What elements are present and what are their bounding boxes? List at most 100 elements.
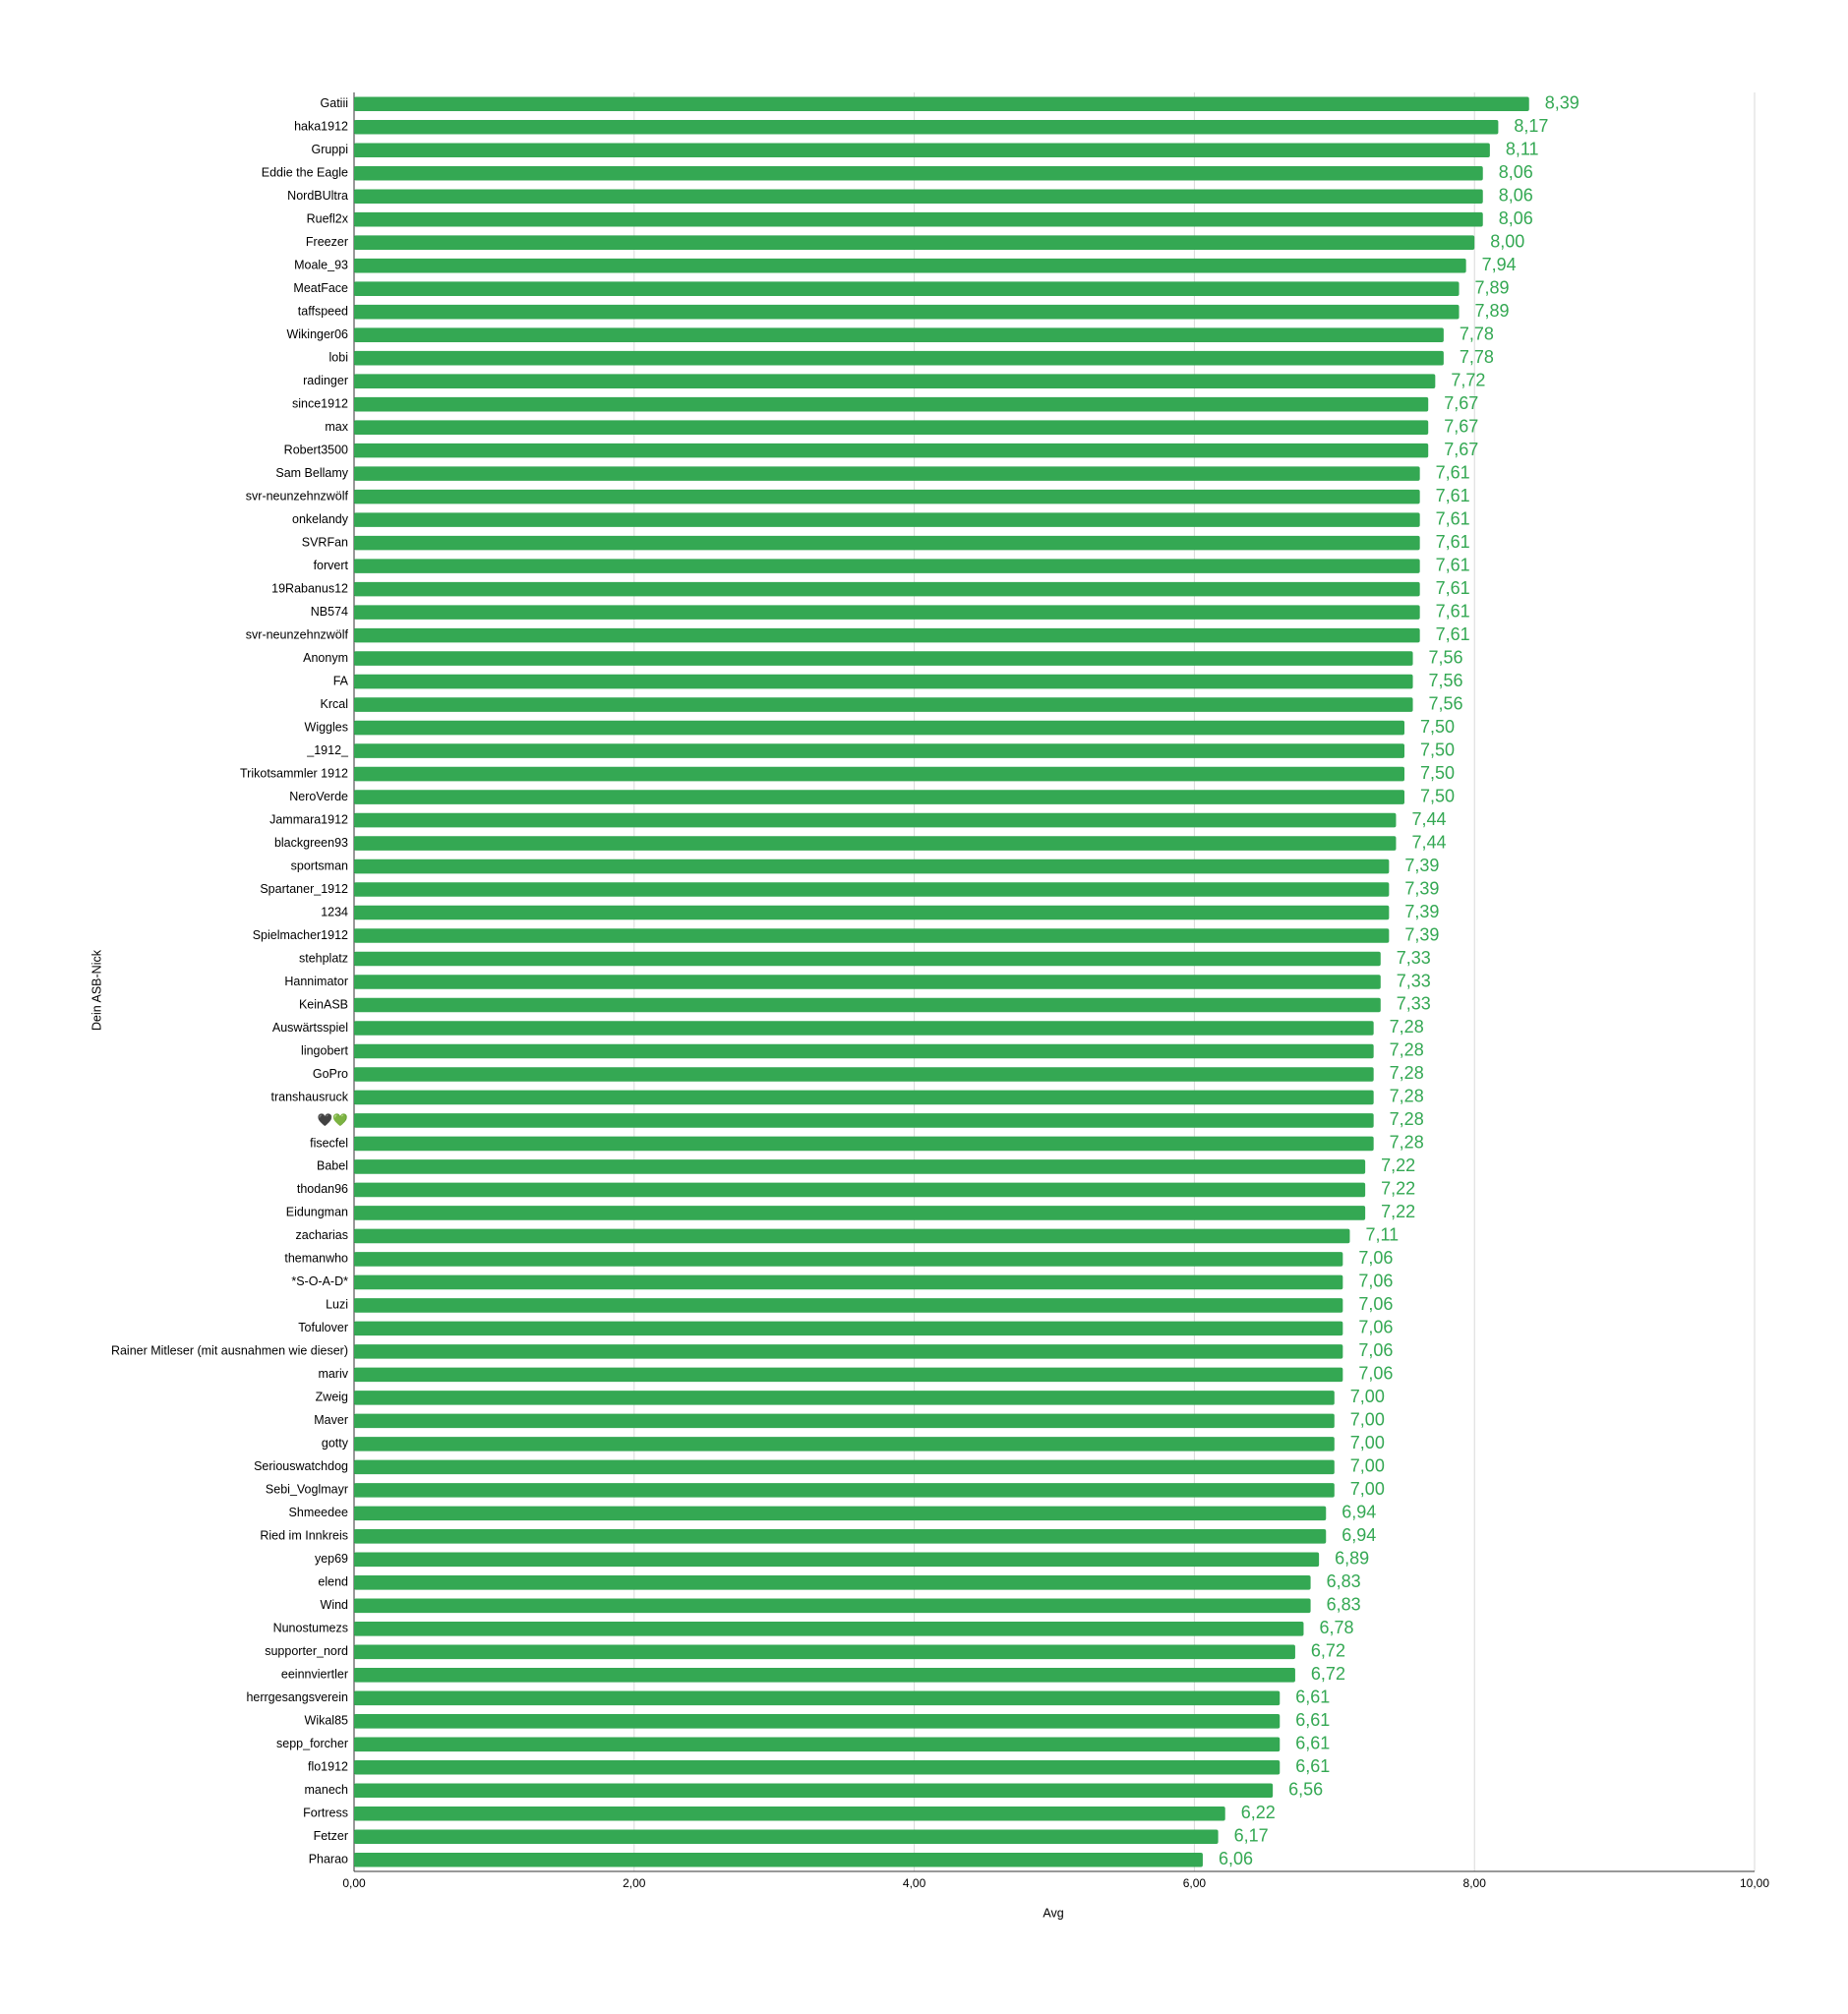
value-label: 7,44 [1411,809,1446,829]
value-label: 7,78 [1460,347,1494,367]
y-tick-label: gotty [322,1437,349,1451]
value-label: 7,00 [1350,1456,1385,1476]
value-label: 7,28 [1390,1133,1424,1153]
bar [354,743,1404,758]
value-label: 7,06 [1358,1248,1393,1268]
value-label: 7,28 [1390,1109,1424,1129]
value-label: 7,44 [1411,832,1446,852]
y-tick-label: 🖤💚 [318,1113,349,1127]
bar [354,350,1444,366]
value-label: 7,33 [1397,994,1431,1014]
y-tick-label: forvert [314,559,349,572]
value-label: 7,56 [1429,647,1463,667]
y-tick-label: NeroVerde [289,790,348,803]
value-label: 7,94 [1482,255,1517,274]
y-tick-label: Ried im Innkreis [260,1529,348,1543]
value-label: 7,28 [1390,1063,1424,1083]
y-tick-label: onkelandy [292,512,349,526]
bar [354,143,1490,158]
bar [354,997,1381,1013]
bar [354,1228,1350,1244]
y-tick-label: *S-O-A-D* [291,1274,348,1288]
bar [354,281,1460,296]
y-tick-label: Rainer Mitleser (mit ausnahmen wie diese… [111,1344,348,1358]
y-tick-label: Luzi [326,1298,348,1312]
bar [354,1529,1327,1544]
y-tick-label: since1912 [292,396,348,410]
value-label: 7,50 [1420,717,1455,737]
bar [354,1622,1304,1636]
y-tick-label: Fetzer [314,1829,348,1843]
y-tick-label: Robert3500 [284,443,348,456]
bar [354,1090,1374,1105]
value-label: 7,00 [1350,1479,1385,1499]
bar [354,374,1436,388]
y-tick-label: NordBUltra [287,189,348,203]
value-label: 6,89 [1335,1549,1369,1569]
y-tick-label: Wikal85 [305,1714,349,1728]
y-tick-label: Maver [314,1413,348,1427]
bar [354,559,1420,573]
y-tick-label: Zweig [316,1391,348,1404]
y-tick-label: FA [333,674,349,687]
value-label: 7,50 [1420,786,1455,805]
bar [354,1506,1327,1521]
value-label: 7,61 [1436,578,1470,598]
y-tick-label: yep69 [315,1552,348,1566]
y-tick-label: Spielmacher1912 [253,928,348,942]
bar [354,1668,1295,1683]
bar [354,1852,1203,1867]
bar [354,1575,1311,1590]
value-label: 7,11 [1365,1225,1399,1245]
value-label: 7,00 [1350,1387,1385,1406]
y-tick-label: Pharao [309,1853,348,1866]
bar [354,304,1460,320]
bar [354,1737,1281,1752]
y-tick-label: 1234 [321,905,348,918]
value-label: 7,61 [1436,462,1470,482]
value-label: 6,83 [1327,1571,1361,1591]
value-label: 7,61 [1436,555,1470,574]
bar [354,1829,1219,1845]
value-label: 7,61 [1436,624,1470,644]
bar [354,1391,1335,1405]
value-label: 7,39 [1404,924,1439,944]
y-tick-label: sportsman [291,859,348,872]
y-tick-label: radinger [303,374,348,387]
value-label: 6,72 [1311,1641,1345,1661]
y-tick-label: svr-neunzehnzwölf [246,489,349,503]
y-tick-label: haka1912 [294,120,348,134]
y-tick-label: Jammara1912 [269,812,348,826]
y-tick-label: Auswärtsspiel [272,1021,348,1035]
bar [354,1344,1343,1359]
y-tick-label: Spartaner_1912 [260,882,348,896]
y-tick-label: _1912_ [306,743,349,757]
y-tick-label: 19Rabanus12 [271,581,348,595]
x-tick-label: 10,00 [1740,1876,1769,1890]
x-tick-label: 6,00 [1183,1876,1207,1890]
bar [354,96,1529,112]
value-label: 6,56 [1288,1780,1323,1800]
value-label: 7,67 [1444,393,1478,413]
y-tick-label: Shmeedee [289,1506,349,1519]
y-axis-title: Dein ASB-Nick [89,949,103,1031]
y-tick-label: Sebi_Voglmayr [266,1483,348,1497]
value-label: 7,89 [1475,301,1510,321]
y-tick-label: Trikotsammler 1912 [240,766,348,780]
bar [354,790,1404,804]
y-tick-label: Wind [321,1598,349,1612]
y-tick-label: svr-neunzehnzwölf [246,627,349,641]
bar [354,1783,1274,1799]
value-label: 6,22 [1241,1803,1276,1822]
y-tick-label: MeatFace [293,281,348,295]
bar [354,1182,1366,1198]
value-label: 7,22 [1381,1179,1415,1199]
value-label: 7,06 [1358,1272,1393,1291]
bar [354,928,1390,943]
value-label: 7,22 [1381,1202,1415,1221]
value-label: 7,78 [1460,324,1494,343]
bar [354,627,1420,643]
value-label: 6,61 [1295,1734,1330,1753]
